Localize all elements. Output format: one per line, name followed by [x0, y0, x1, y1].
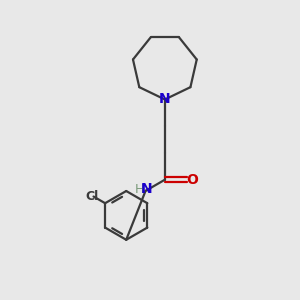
- Text: O: O: [187, 173, 198, 187]
- Text: Cl: Cl: [85, 190, 99, 203]
- Text: N: N: [141, 182, 153, 197]
- Text: H: H: [134, 183, 144, 196]
- Text: N: N: [159, 92, 171, 106]
